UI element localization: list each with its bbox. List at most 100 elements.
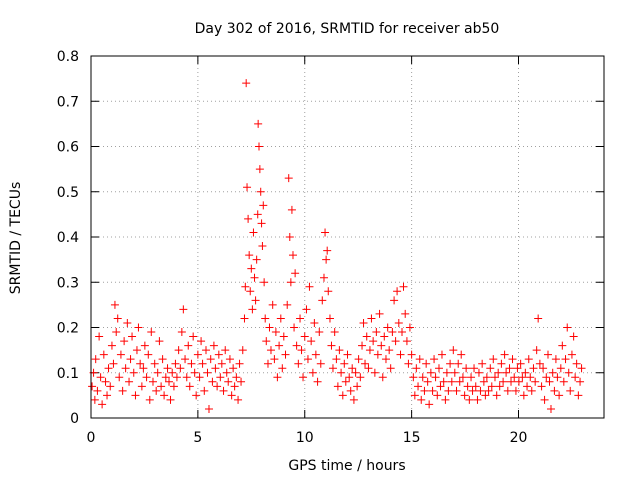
data-point xyxy=(307,337,316,346)
data-point xyxy=(252,255,261,264)
data-point xyxy=(197,337,206,346)
data-point xyxy=(276,314,285,323)
y-tick-label: 0 xyxy=(70,411,79,427)
data-point xyxy=(201,346,210,355)
y-tick-label: 0.3 xyxy=(57,275,79,291)
data-point xyxy=(238,346,247,355)
data-point xyxy=(165,377,174,386)
data-point xyxy=(126,355,135,364)
data-point xyxy=(101,377,110,386)
data-point xyxy=(426,368,435,377)
data-point xyxy=(457,350,466,359)
data-point xyxy=(247,264,256,273)
data-point xyxy=(420,386,429,395)
data-point xyxy=(412,364,421,373)
data-point xyxy=(242,79,251,88)
data-point xyxy=(553,373,562,382)
x-tick-label: 5 xyxy=(193,430,202,446)
data-point xyxy=(531,377,540,386)
data-point xyxy=(263,359,272,368)
data-point xyxy=(172,373,181,382)
data-point xyxy=(511,386,520,395)
data-point xyxy=(121,364,130,373)
data-point xyxy=(110,300,119,309)
data-point xyxy=(393,287,402,296)
data-point xyxy=(185,382,194,391)
data-point xyxy=(241,282,250,291)
data-point xyxy=(494,368,503,377)
data-point xyxy=(535,359,544,368)
data-point xyxy=(227,391,236,400)
data-point xyxy=(516,359,525,368)
data-point xyxy=(95,332,104,341)
data-point xyxy=(190,368,199,377)
data-point xyxy=(388,328,397,337)
data-point xyxy=(398,328,407,337)
data-point xyxy=(333,382,342,391)
data-point xyxy=(337,368,346,377)
data-point xyxy=(534,314,543,323)
data-point xyxy=(340,359,349,368)
data-point xyxy=(367,314,376,323)
data-point xyxy=(447,377,456,386)
data-point xyxy=(189,332,198,341)
x-tick-label: 15 xyxy=(403,430,421,446)
data-point xyxy=(351,368,360,377)
data-point xyxy=(161,373,170,382)
data-point xyxy=(364,364,373,373)
data-point xyxy=(319,273,328,282)
x-axis-label: GPS time / hours xyxy=(288,458,405,474)
data-point xyxy=(177,328,186,337)
data-point xyxy=(153,368,162,377)
data-point xyxy=(430,355,439,364)
data-point xyxy=(463,382,472,391)
data-point xyxy=(91,355,100,364)
data-point xyxy=(182,373,191,382)
data-point xyxy=(358,341,367,350)
data-point xyxy=(316,359,325,368)
data-point xyxy=(187,359,196,368)
data-point xyxy=(436,382,445,391)
data-point xyxy=(283,300,292,309)
data-point xyxy=(540,395,549,404)
data-point xyxy=(499,377,508,386)
data-point xyxy=(234,395,243,404)
data-point xyxy=(532,346,541,355)
data-point xyxy=(353,382,362,391)
data-point xyxy=(128,332,137,341)
data-point xyxy=(287,205,296,214)
data-point xyxy=(460,391,469,400)
data-point xyxy=(211,364,220,373)
data-point xyxy=(195,373,204,382)
data-point xyxy=(258,242,267,251)
data-point xyxy=(454,359,463,368)
data-point xyxy=(118,386,127,395)
data-point xyxy=(550,386,559,395)
data-point xyxy=(372,328,381,337)
data-point xyxy=(502,368,511,377)
data-point xyxy=(142,373,151,382)
data-point xyxy=(296,314,305,323)
data-point xyxy=(513,364,522,373)
data-point xyxy=(147,328,156,337)
data-point xyxy=(99,350,108,359)
data-point xyxy=(474,368,483,377)
data-point xyxy=(478,359,487,368)
data-point xyxy=(157,382,166,391)
data-point xyxy=(484,386,493,395)
data-point xyxy=(468,386,477,395)
data-point xyxy=(462,364,471,373)
data-point xyxy=(417,395,426,404)
data-point xyxy=(510,373,519,382)
data-point xyxy=(546,404,555,413)
y-tick-label: 0.8 xyxy=(57,49,79,65)
data-point xyxy=(230,382,239,391)
data-point xyxy=(221,346,230,355)
data-point xyxy=(200,386,209,395)
data-point xyxy=(225,355,234,364)
data-point xyxy=(286,278,295,287)
data-point xyxy=(572,359,581,368)
data-point xyxy=(249,228,258,237)
data-point xyxy=(290,323,299,332)
